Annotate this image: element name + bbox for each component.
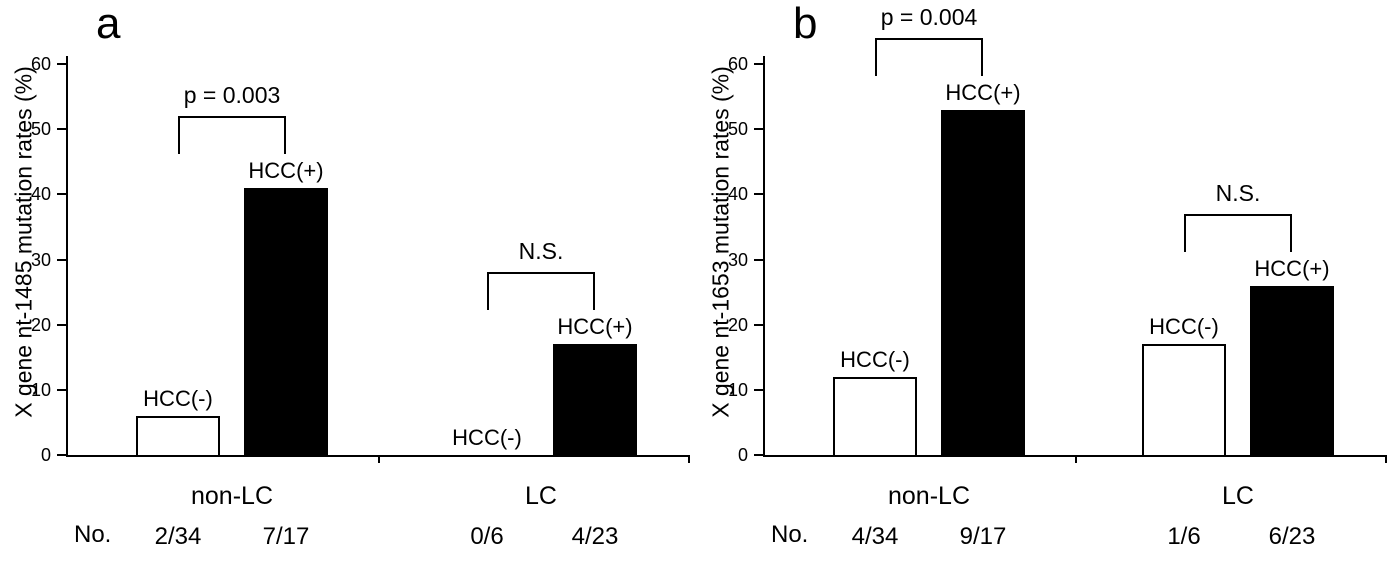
- count-label: 4/23: [571, 523, 619, 550]
- y-axis-tick: [57, 193, 66, 196]
- y-axis-tick: [57, 63, 66, 65]
- count-label: 4/34: [851, 523, 899, 550]
- y-axis: [763, 56, 765, 457]
- y-tick-label: 30: [30, 249, 51, 270]
- bar-hcc-positive: [941, 109, 1025, 457]
- y-tick-label: 20: [727, 314, 748, 335]
- y-axis-tick: [57, 128, 66, 131]
- chart-panel-b: b X gene nt-1653 mutation rates (%) 0 10 2…: [697, 0, 1394, 565]
- significance-label: N.S.: [518, 238, 564, 265]
- significance-bracket: [178, 115, 286, 154]
- y-axis-tick: [57, 323, 66, 326]
- bar-hcc-positive: [244, 187, 328, 457]
- y-axis-tick: [754, 388, 763, 391]
- bar-label: HCC(-): [840, 346, 910, 372]
- x-axis: [763, 455, 1387, 457]
- y-tick-label: 20: [30, 314, 51, 335]
- panel-letter-b: b: [793, 0, 818, 48]
- bar-label: HCC(+): [557, 314, 633, 340]
- bar-hcc-positive: [1250, 285, 1334, 457]
- count-label: 2/34: [154, 523, 202, 550]
- x-axis: [66, 455, 690, 457]
- significance-bracket: [875, 37, 983, 76]
- y-axis-tick: [754, 323, 763, 326]
- y-tick-label: 10: [30, 379, 51, 400]
- group-label: non-LC: [888, 482, 970, 510]
- y-axis-tick: [57, 454, 66, 456]
- y-tick-label: 10: [727, 379, 748, 400]
- x-axis-tick: [688, 457, 690, 463]
- y-axis-tick: [754, 193, 763, 196]
- significance-bracket: [487, 272, 595, 311]
- bar-hcc-positive: [553, 344, 637, 457]
- y-tick-label: 50: [727, 119, 748, 140]
- x-axis-tick: [1075, 457, 1077, 463]
- no-label: No.: [74, 521, 112, 548]
- bar-label: HCC(+): [248, 157, 324, 183]
- y-axis-tick: [754, 128, 763, 131]
- significance-label: p = 0.003: [183, 81, 281, 108]
- x-axis-tick: [1385, 457, 1387, 463]
- count-label: 9/17: [959, 523, 1007, 550]
- group-label: LC: [1222, 482, 1254, 510]
- count-label: 0/6: [470, 523, 504, 550]
- plot-area-b: 0 10 20 30 40 50 60 HCC(-) 4/34 HCC(+) 9/17 p = 0.0…: [697, 0, 1394, 565]
- y-tick-label: 60: [30, 54, 51, 74]
- significance-bracket: [1184, 213, 1292, 252]
- bar-label: HCC(-): [1149, 314, 1219, 340]
- no-label: No.: [771, 521, 809, 548]
- y-axis-tick: [754, 63, 763, 65]
- group-label: LC: [525, 482, 557, 510]
- y-tick-label: 0: [737, 445, 748, 465]
- x-axis-tick: [378, 457, 380, 463]
- y-axis-tick: [754, 258, 763, 261]
- count-label: 1/6: [1167, 523, 1201, 550]
- bar-hcc-negative: [136, 415, 220, 457]
- count-label: 7/17: [262, 523, 310, 550]
- plot-area-a: 0 10 20 30 40 50 60 HCC(-) 2/34 HCC(+) 7/17 p = 0.0…: [0, 0, 697, 565]
- y-axis-tick: [754, 454, 763, 456]
- y-axis-tick: [57, 388, 66, 391]
- bar-hcc-negative: [833, 376, 917, 457]
- y-tick-label: 0: [40, 445, 51, 465]
- group-label: non-LC: [191, 482, 273, 510]
- y-tick-label: 50: [30, 119, 51, 140]
- bar-label: HCC(+): [1254, 255, 1330, 281]
- panel-letter-a: a: [96, 0, 121, 48]
- count-label: 6/23: [1268, 523, 1316, 550]
- y-tick-label: 30: [727, 249, 748, 270]
- significance-label: p = 0.004: [880, 3, 978, 30]
- bar-label: HCC(-): [143, 385, 213, 411]
- y-axis: [66, 56, 68, 457]
- bar-hcc-negative: [1142, 344, 1226, 457]
- y-tick-label: 60: [727, 54, 748, 74]
- y-tick-label: 40: [30, 184, 51, 205]
- chart-panel-a: a X gene nt-1485 mutation rates (%) 0 10 2…: [0, 0, 697, 565]
- y-tick-label: 40: [727, 184, 748, 205]
- y-axis-tick: [57, 258, 66, 261]
- bar-label: HCC(+): [945, 79, 1021, 105]
- significance-label: N.S.: [1215, 179, 1261, 206]
- bar-label: HCC(-): [452, 425, 522, 450]
